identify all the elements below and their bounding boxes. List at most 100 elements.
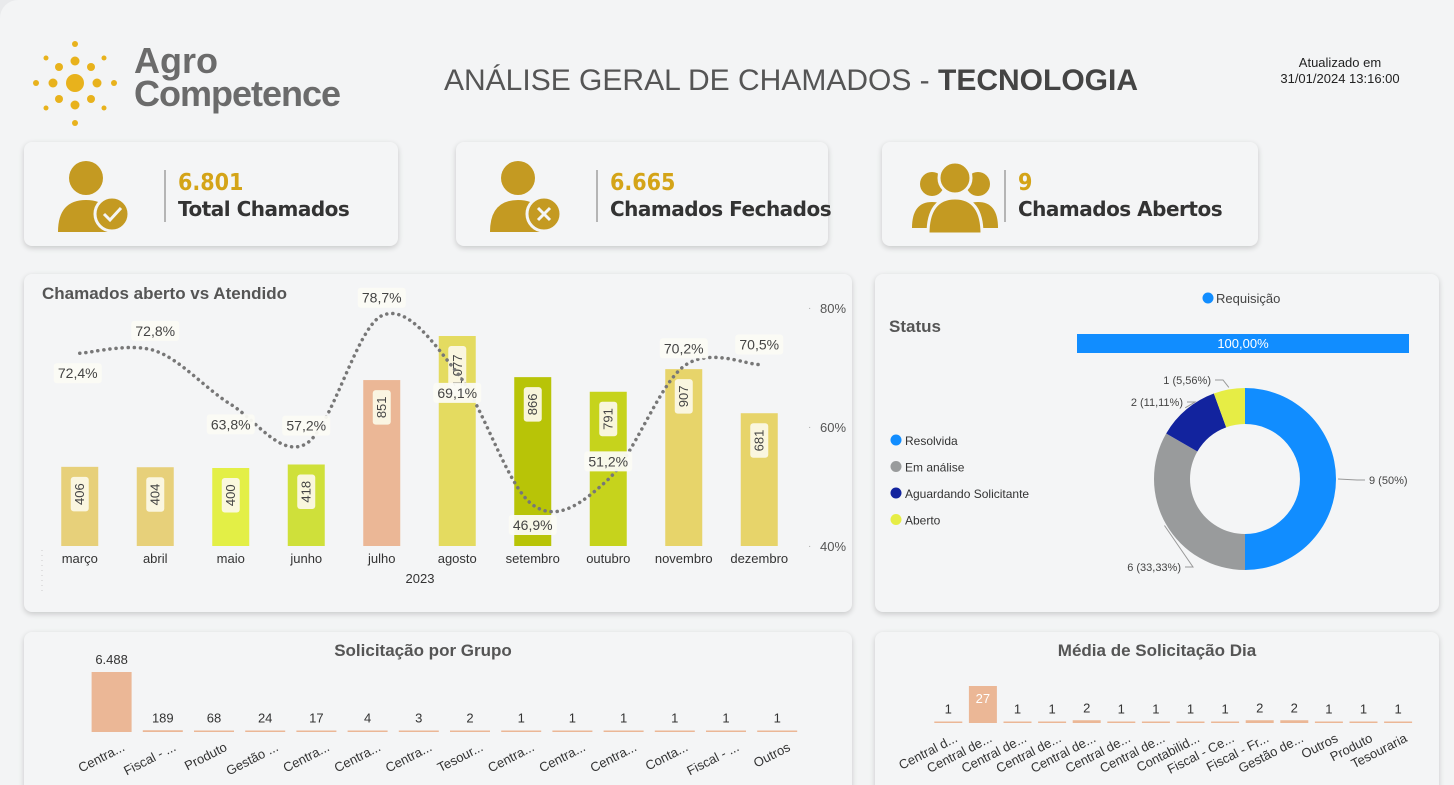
line-value-label: 46,9% <box>513 517 553 533</box>
legend-label[interactable]: Aberto <box>905 514 941 528</box>
x-tick-label: abril <box>143 551 168 566</box>
bar[interactable] <box>1314 721 1343 724</box>
user-check-icon <box>58 161 131 233</box>
x-tick-label: março <box>62 551 98 566</box>
bar[interactable] <box>1211 721 1240 724</box>
bar[interactable] <box>552 730 593 733</box>
bar-value-label: 1 <box>569 711 576 726</box>
bar[interactable] <box>1245 720 1274 723</box>
bar[interactable] <box>603 730 644 733</box>
bar-value-label: 3 <box>415 711 422 726</box>
legend-dot <box>890 487 902 499</box>
x-tick-label: outubro <box>586 551 630 566</box>
bar[interactable] <box>934 721 963 724</box>
rate-line[interactable] <box>78 311 761 514</box>
bar[interactable] <box>654 730 695 733</box>
bar-value-label: 1 <box>1118 702 1125 717</box>
logo-sun-icon <box>33 41 117 126</box>
y2-tick-label: 40% <box>820 539 846 554</box>
bar-value-label: 681 <box>752 430 767 452</box>
x-tick-label: Fiscal - ... <box>684 739 741 778</box>
bar-value-label: 791 <box>601 408 616 430</box>
status-chart[interactable]: Status Requisição 100,00% Resolvida Em análi… <box>875 274 1439 612</box>
bar[interactable] <box>296 730 337 733</box>
bar[interactable] <box>1072 720 1101 723</box>
bar-value-label: 404 <box>148 484 163 506</box>
line-value-label: 57,2% <box>286 418 326 434</box>
bar[interactable] <box>1176 721 1205 724</box>
bar[interactable] <box>1003 721 1032 724</box>
bar[interactable] <box>501 730 542 733</box>
bar[interactable] <box>757 730 798 733</box>
bar[interactable] <box>968 686 997 723</box>
legend-label[interactable]: Aguardando Solicitante <box>905 487 1029 501</box>
logo-text-line2: Competence <box>134 73 341 114</box>
bar[interactable] <box>1141 721 1170 724</box>
x-tick-label: Produto <box>182 739 229 773</box>
donut-slice[interactable] <box>1154 433 1245 571</box>
legend-dot <box>890 434 902 446</box>
kpi-label: Chamados Fechados <box>610 197 832 221</box>
updated-value: 31/01/2024 13:16:00 <box>1280 71 1400 86</box>
legend-dot <box>1202 292 1214 304</box>
donut-slice[interactable] <box>1213 388 1245 428</box>
x-tick-label: Tesour... <box>435 739 486 775</box>
logo: Agro Competence <box>30 36 350 131</box>
bar-value-label: 1 <box>1152 702 1159 717</box>
callout-line <box>1164 525 1194 568</box>
line-value-label: 63,8% <box>211 416 251 432</box>
bar[interactable] <box>450 730 490 733</box>
x-tick-label: Centra... <box>76 739 127 775</box>
legend-label[interactable]: Resolvida <box>905 434 958 448</box>
bar-label-bg <box>297 474 316 509</box>
legend-label[interactable]: Em análise <box>905 461 965 475</box>
bar[interactable] <box>398 730 439 733</box>
x-axis-label: 2023 <box>406 571 435 586</box>
line-value-label: 69,1% <box>437 385 477 401</box>
bar-label-bg <box>750 423 769 458</box>
requisicao-bar[interactable] <box>1077 334 1409 353</box>
x-tick-label: Gestão ... <box>224 739 281 778</box>
chart-card-status: Status Requisição 100,00% Resolvida Em análi… <box>875 274 1439 612</box>
bar[interactable] <box>347 730 388 733</box>
donut-slice[interactable] <box>1166 393 1227 452</box>
bar-label-bg <box>146 477 165 512</box>
line-label-bg <box>659 338 708 359</box>
donut-slice[interactable] <box>1245 388 1336 570</box>
bar-value-label: 1 <box>671 711 678 726</box>
bar-value-label: 907 <box>676 386 691 408</box>
bar-value-label: 1 <box>1360 702 1367 717</box>
bar-value-label: 1 <box>1048 702 1055 717</box>
user-x-icon <box>490 161 563 233</box>
bar[interactable] <box>91 672 132 732</box>
bar[interactable] <box>245 730 286 733</box>
bar[interactable] <box>706 730 746 733</box>
bar-label-bg <box>674 379 693 414</box>
line-value-label: 78,7% <box>362 290 402 306</box>
bar[interactable] <box>1280 720 1309 723</box>
bar[interactable] <box>1038 721 1067 724</box>
bar-value-label: 1 <box>1221 702 1228 717</box>
x-tick-label: maio <box>217 551 245 566</box>
kpi-value: 9 <box>1018 170 1033 196</box>
chart-card-media-dia: Média de Solicitação Dia 1 Central d... 27… <box>875 632 1439 785</box>
line-label-bg <box>206 414 255 435</box>
bar-value-label: 1 <box>945 702 952 717</box>
status-title: Status <box>889 317 941 336</box>
kpi-label: Chamados Abertos <box>1018 197 1223 221</box>
bar[interactable] <box>1107 721 1136 724</box>
bar[interactable] <box>142 730 183 732</box>
bar-value-label: 1 <box>722 711 729 726</box>
bar-value-label: 2 <box>1083 700 1090 715</box>
y2-tick-mark: · <box>808 422 811 433</box>
callout-line <box>1337 478 1365 481</box>
bar[interactable] <box>1384 721 1413 724</box>
bar[interactable] <box>194 730 234 733</box>
line-value-label: 72,8% <box>135 323 175 339</box>
bar[interactable] <box>1349 721 1378 724</box>
x-tick-label: julho <box>367 551 395 566</box>
bar-label-bg <box>523 387 542 422</box>
combo-chart[interactable]: 80% · 60% · 40% · 406 março 404 abril 400 maio 418 ju… <box>24 274 852 612</box>
